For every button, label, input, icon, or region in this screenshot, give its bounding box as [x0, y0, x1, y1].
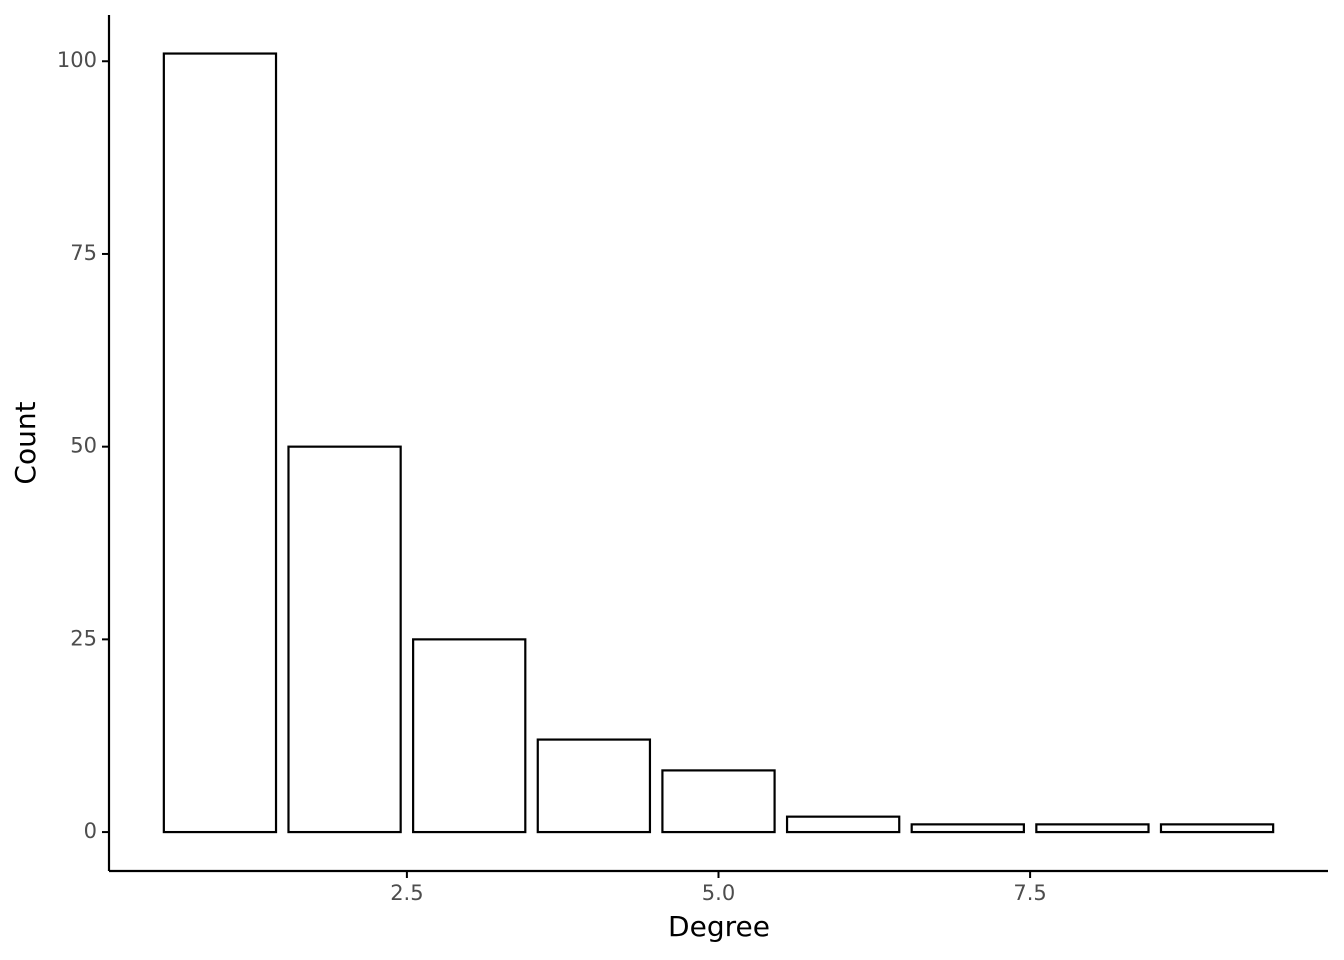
bar [536, 738, 652, 834]
y-tick-label: 50 [70, 434, 97, 458]
bar [661, 769, 776, 834]
bar [910, 823, 1025, 834]
x-tick-label: 7.5 [1013, 881, 1046, 905]
bar [1159, 823, 1275, 834]
bar [162, 52, 278, 834]
bar [1035, 823, 1150, 834]
x-tick-label: 5.0 [702, 881, 735, 905]
y-axis-title: Count [9, 401, 42, 484]
y-tick-label: 25 [70, 626, 97, 650]
x-tick-label: 2.5 [390, 881, 423, 905]
x-axis-title: Degree [668, 910, 770, 943]
y-tick-label: 75 [70, 241, 97, 265]
bar [785, 815, 901, 834]
bar [287, 445, 402, 834]
y-tick-label: 100 [57, 48, 97, 72]
bar [412, 638, 527, 834]
y-tick-label: 0 [84, 819, 97, 843]
